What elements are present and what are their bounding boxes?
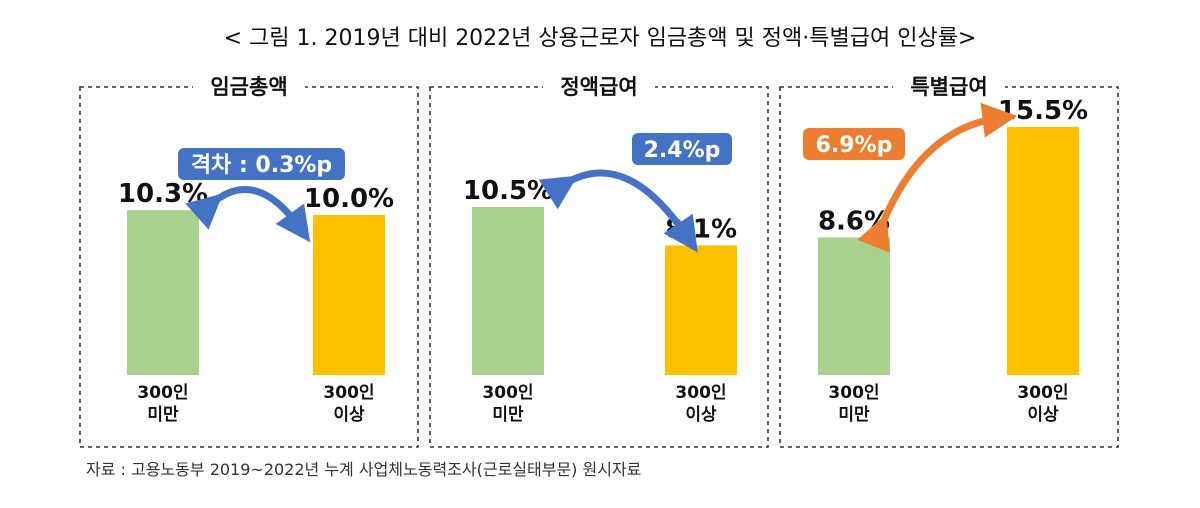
category-label: 미만 bbox=[492, 405, 524, 425]
category-label: 이상 bbox=[685, 405, 717, 425]
category-label: 미만 bbox=[147, 405, 179, 425]
category-label: 300인 bbox=[828, 383, 879, 403]
panel-title-bg bbox=[543, 76, 655, 98]
bar-value-label: 8.6% bbox=[818, 206, 890, 236]
category-label: 300인 bbox=[482, 383, 533, 403]
bar-value-label: 10.5% bbox=[463, 176, 553, 206]
figure-title: < 그림 1. 2019년 대비 2022년 상용근로자 임금총액 및 정액·특… bbox=[223, 26, 977, 51]
difference-badge bbox=[178, 148, 345, 180]
category-label: 300인 bbox=[675, 383, 726, 403]
bar bbox=[818, 237, 890, 375]
difference-badge bbox=[803, 128, 905, 160]
panel-title: 임금총액 bbox=[210, 75, 287, 99]
bar bbox=[472, 207, 544, 375]
bar bbox=[665, 245, 737, 375]
difference-label: 격차 : 0.3%p bbox=[191, 153, 332, 178]
category-label: 미만 bbox=[838, 405, 870, 425]
difference-arrow bbox=[538, 169, 698, 253]
category-label: 이상 bbox=[333, 405, 365, 425]
bar bbox=[127, 210, 199, 375]
panel-title-bg bbox=[193, 76, 305, 98]
bar-value-label: 15.5% bbox=[998, 96, 1088, 126]
category-label: 300인 bbox=[137, 383, 188, 403]
difference-arrow bbox=[857, 102, 1018, 253]
bar-value-label: 10.0% bbox=[304, 184, 394, 214]
difference-label: 6.9%p bbox=[816, 133, 893, 158]
category-label: 300인 bbox=[323, 383, 374, 403]
difference-badge bbox=[632, 133, 732, 165]
bar bbox=[1007, 127, 1079, 375]
panel-title: 특별급여 bbox=[910, 75, 987, 99]
bar bbox=[313, 215, 385, 375]
difference-arrow bbox=[185, 186, 311, 243]
source-note: 자료 : 고용노동부 2019~2022년 누계 사업체노동력조사(근로실태부문… bbox=[86, 460, 642, 479]
category-label: 이상 bbox=[1027, 405, 1059, 425]
difference-label: 2.4%p bbox=[644, 138, 721, 163]
panel-title-bg bbox=[893, 76, 1005, 98]
category-label: 300인 bbox=[1017, 383, 1068, 403]
bar-value-label: 10.3% bbox=[118, 179, 208, 209]
panel-title: 정액급여 bbox=[560, 75, 637, 99]
